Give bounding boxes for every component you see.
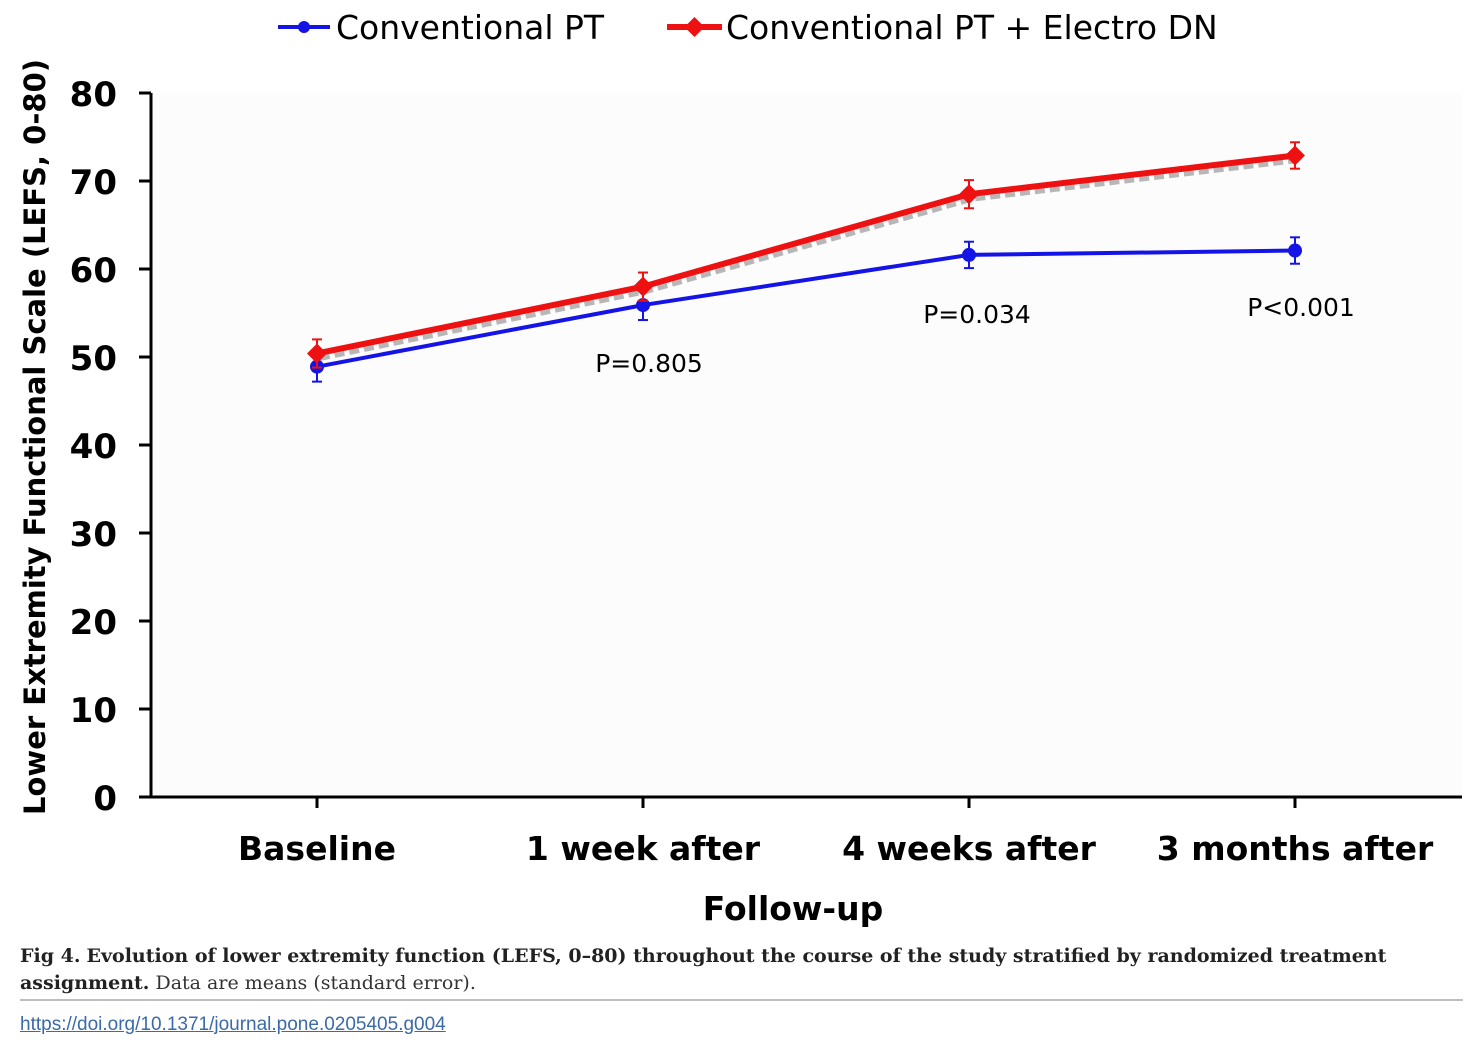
line-chart: 0 10 20 30 40 50 60 70 80 Baseline 1 week after 4 w…	[18, 8, 1462, 928]
series-shadow	[319, 157, 1299, 361]
y-tick-label: 10	[70, 691, 117, 731]
caption-title: Evolution of lower extremity function (L…	[20, 945, 1387, 994]
legend-label: Conventional PT + Electro DN	[726, 8, 1218, 47]
legend-marker	[298, 21, 310, 33]
y-tick-label: 0	[93, 779, 117, 819]
figure-caption: Fig 4. Evolution of lower extremity func…	[20, 943, 1460, 997]
doi-link[interactable]: https://doi.org/10.1371/journal.pone.020…	[20, 1014, 446, 1035]
y-tick-label: 20	[70, 603, 117, 643]
data-point	[962, 247, 976, 262]
x-tick-label: 3 months after	[1157, 829, 1434, 868]
p-value-annotation: P=0.805	[595, 349, 703, 378]
data-point	[1285, 145, 1305, 166]
y-tick-label: 80	[70, 75, 117, 115]
series-line	[316, 152, 1296, 357]
data-point	[633, 276, 653, 297]
y-tick-label: 50	[70, 339, 117, 379]
y-tick-label: 40	[70, 427, 117, 467]
x-axis-title: Follow-up	[703, 889, 883, 928]
data-point	[959, 184, 979, 205]
x-tick-label: 4 weeks after	[842, 829, 1097, 868]
caption-divider	[20, 999, 1463, 1001]
legend-marker	[684, 17, 705, 37]
plot-area-background	[151, 93, 1462, 797]
y-tick-label: 30	[70, 515, 117, 555]
x-tick-label: Baseline	[238, 829, 396, 868]
series-line	[316, 248, 1296, 369]
chart-figure: 0 10 20 30 40 50 60 70 80 Baseline 1 week after 4 w…	[18, 8, 1462, 928]
caption-label: Fig 4.	[20, 945, 81, 967]
legend-label: Conventional PT	[336, 8, 605, 47]
p-value-annotation: P<0.001	[1247, 293, 1355, 322]
y-axis-title: Lower Extremity Functional Scale (LEFS, …	[18, 59, 52, 815]
y-tick-label: 60	[70, 251, 117, 291]
caption-note: Data are means (standard error).	[155, 972, 476, 994]
data-point	[1288, 243, 1302, 258]
p-value-annotation: P=0.034	[923, 300, 1031, 329]
x-tick-label: 1 week after	[526, 829, 761, 868]
data-point	[307, 343, 327, 364]
y-tick-label: 70	[70, 163, 117, 203]
